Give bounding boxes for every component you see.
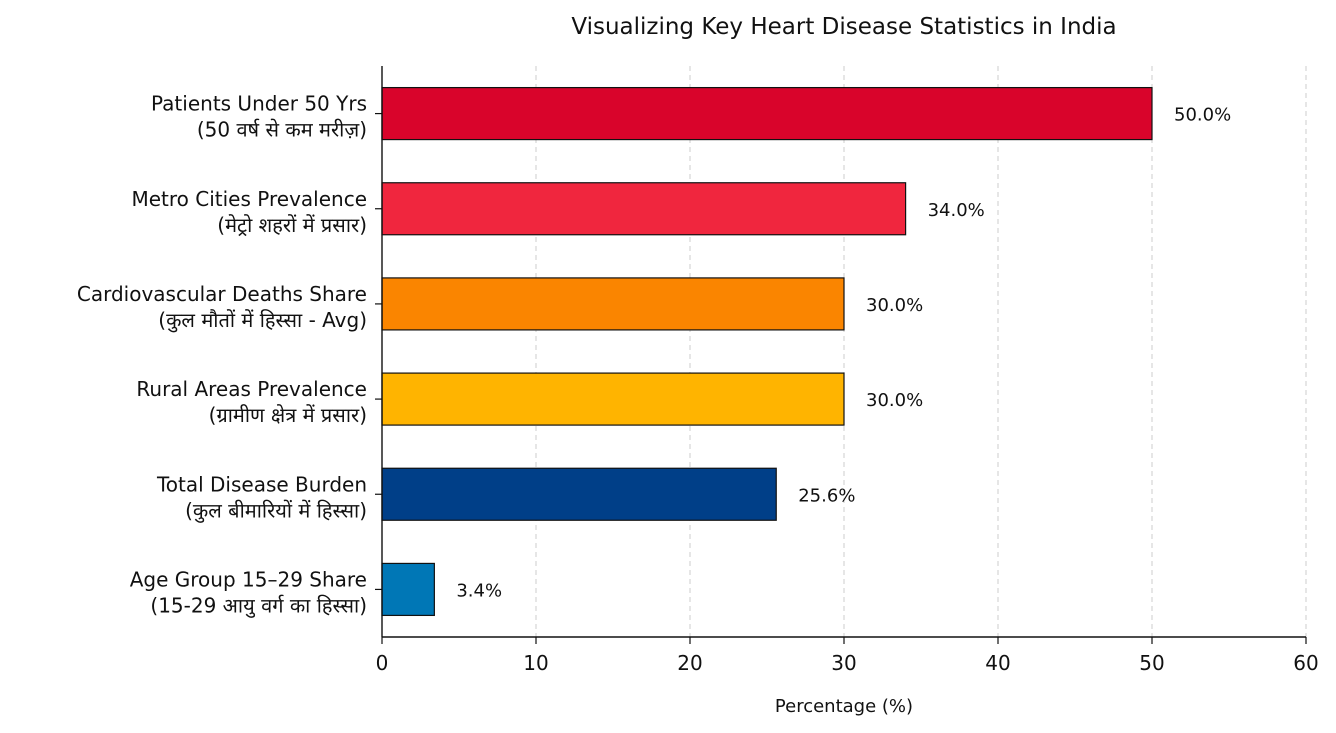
y-tick-label: Patients Under 50 Yrs [151, 92, 367, 116]
x-axis-title: Percentage (%) [775, 696, 913, 717]
data-label: 50.0% [1174, 105, 1231, 126]
y-tick-label: Rural Areas Prevalence [136, 377, 367, 401]
x-tick-label: 60 [1293, 651, 1318, 675]
bar [381, 562, 435, 617]
bar [381, 467, 777, 521]
x-tick-label: 20 [677, 651, 702, 675]
y-tick-label: Total Disease Burden [156, 472, 367, 496]
chart-title: Visualizing Key Heart Disease Statistics… [571, 14, 1116, 40]
y-tick-label: Cardiovascular Deaths Share [77, 282, 367, 306]
axes: 0 10 20 30 40 50 60 [375, 66, 1319, 675]
data-label: 3.4% [456, 580, 502, 601]
data-label: 25.6% [798, 485, 855, 506]
bar [381, 86, 1153, 141]
y-tick-sublabel: (मेट्रो शहरों में प्रसार) [217, 213, 367, 237]
x-tick-label: 0 [376, 651, 389, 675]
category-labels: Patients Under 50 Yrs(50 वर्ष से कम मरीज… [77, 92, 367, 619]
bar [381, 277, 845, 331]
y-tick-sublabel: (15-29 आयु वर्ग का हिस्सा) [150, 593, 367, 618]
x-tick-label: 50 [1139, 651, 1164, 675]
bar [381, 182, 907, 236]
x-tick-label: 10 [523, 651, 548, 675]
grid-lines [381, 66, 1307, 637]
y-tick-sublabel: (कुल बीमारियों में हिस्सा) [185, 498, 367, 523]
data-label: 34.0% [928, 200, 985, 221]
y-tick-sublabel: (ग्रामीण क्षेत्र में प्रसार) [209, 403, 367, 427]
data-label: 30.0% [866, 390, 923, 411]
bars: 50.0% 34.0% 30.0% 30.0% 25.6% 3.4% [381, 86, 1231, 617]
y-tick-sublabel: (कुल मौतों में हिस्सा - Avg) [158, 308, 367, 333]
data-label: 30.0% [866, 295, 923, 316]
x-tick-label: 30 [831, 651, 856, 675]
y-tick-label: Age Group 15–29 Share [130, 567, 367, 591]
y-tick-label: Metro Cities Prevalence [131, 187, 367, 211]
bar [381, 372, 845, 426]
y-tick-sublabel: (50 वर्ष से कम मरीज़) [197, 118, 367, 142]
x-tick-label: 40 [985, 651, 1010, 675]
